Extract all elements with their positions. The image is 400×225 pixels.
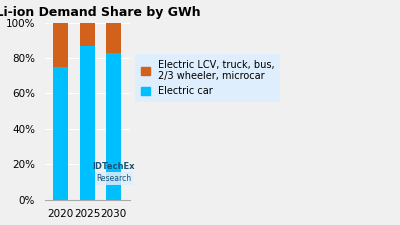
Bar: [80, 22, 94, 45]
Bar: [53, 67, 68, 200]
Text: IDTechEx: IDTechEx: [92, 162, 135, 171]
Bar: [53, 22, 68, 67]
Bar: [80, 45, 94, 200]
Legend: Electric LCV, truck, bus,
2/3 wheeler, microcar, Electric car: Electric LCV, truck, bus, 2/3 wheeler, m…: [135, 54, 280, 102]
Title: EV Li-ion Demand Share by GWh: EV Li-ion Demand Share by GWh: [0, 6, 201, 18]
Bar: [106, 22, 121, 53]
Text: Research: Research: [96, 174, 131, 183]
Bar: [106, 53, 121, 200]
